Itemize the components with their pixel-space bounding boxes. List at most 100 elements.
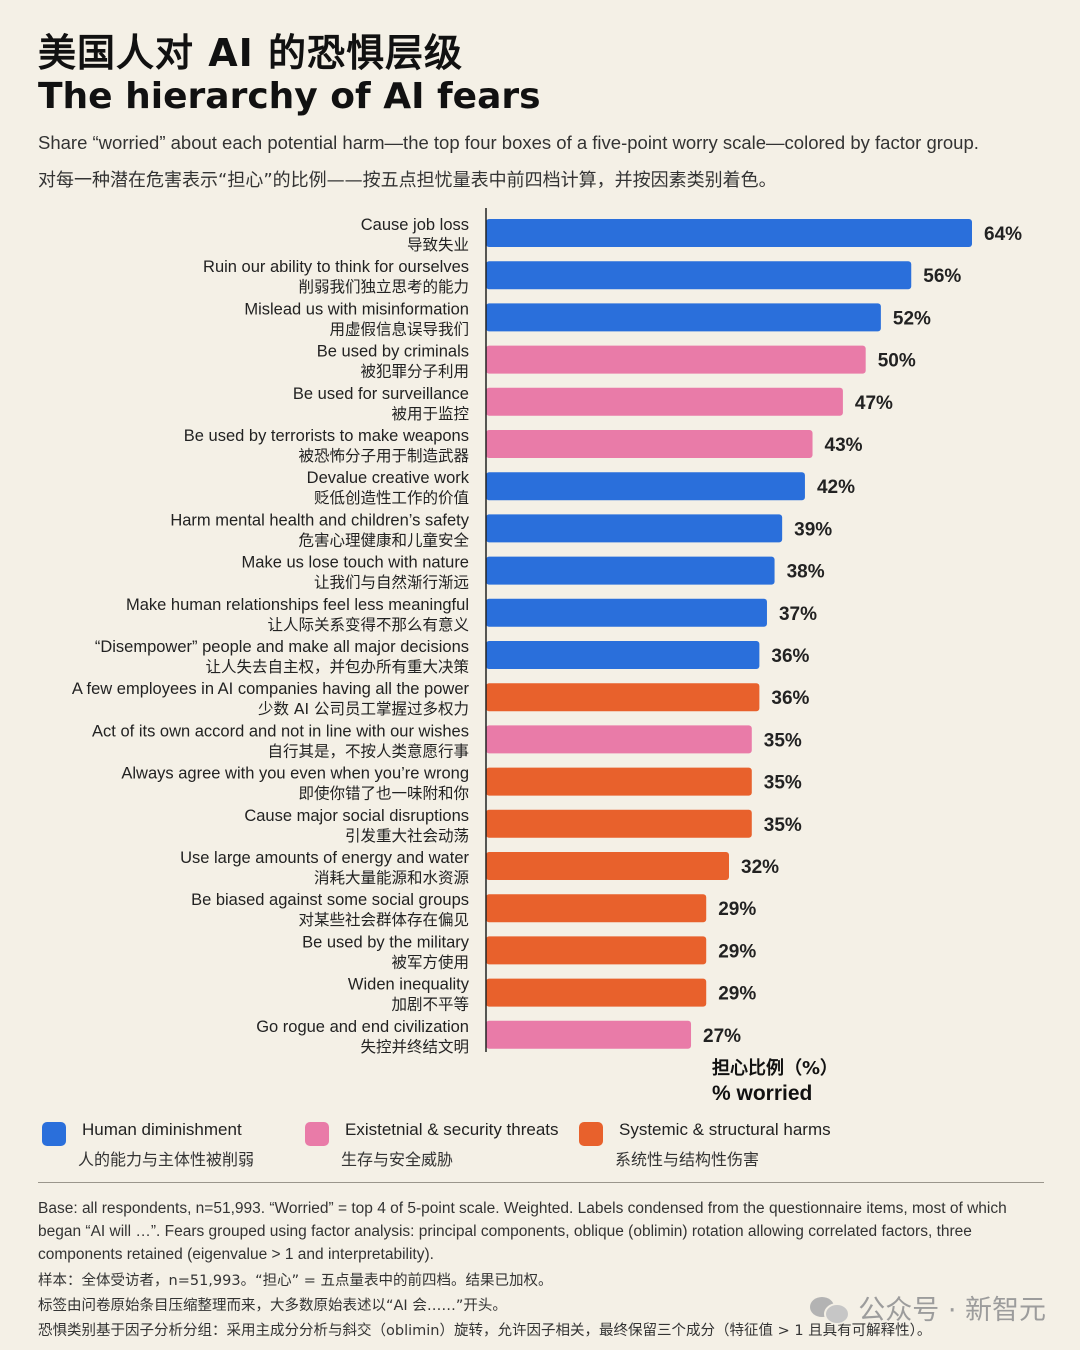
bar-value-label: 35% [764,815,802,836]
category-label-zh: 自行其是，不按人类意愿行事 [267,741,469,760]
category-label-en: Be biased against some social groups [191,891,469,909]
category-label-zh: 被用于监控 [391,405,469,423]
category-label-en: Act of its own accord and not in line wi… [92,722,469,740]
bar-value-label: 36% [771,646,809,667]
bar-value-label: 35% [764,730,802,751]
bar-value-label: 50% [878,351,916,372]
bar-value-label: 52% [893,308,931,329]
watermark-text: 公众号 · 新智元 [858,1295,1046,1326]
category-label-en: Ruin our ability to think for ourselves [203,258,469,276]
chart-subtitle-zh: 对每一种潜在危害表示“担心”的比例——按五点担忧量表中前四档计算，并按因素类别着… [38,170,777,191]
legend-swatch-systemic [579,1122,603,1146]
bar-value-label: 39% [794,519,832,540]
legend-label-en: Systemic & structural harms [619,1120,831,1139]
category-label-en: Be used for surveillance [293,385,469,403]
bar-value-label: 38% [787,562,825,583]
bar-value-label: 29% [718,984,756,1005]
bar [486,767,752,796]
category-label-en: Make human relationships feel less meani… [126,596,469,614]
bar [486,472,805,501]
category-label-en: Always agree with you even when you’re w… [121,765,469,783]
bar [486,683,760,712]
bar-value-label: 36% [771,688,809,709]
bar-value-label: 47% [855,393,893,414]
footnote-zh-line: 样本：全体受访者，n=51,993。“担心” = 五点量表中的前四档。结果已加权… [38,1273,553,1289]
footnote-zh-line: 标签由问卷原始条目压缩整理而来，大多数原始表述以“AI 会……”开头。 [38,1298,507,1314]
bar [486,1020,692,1049]
category-label-en: Mislead us with misinformation [244,300,469,318]
category-label-en: Devalue creative work [307,469,470,487]
legend-label-en: Existetnial & security threats [345,1120,559,1139]
category-label-en: Be used by the military [302,933,470,951]
chart-title-en: The hierarchy of AI fears [38,76,541,117]
category-label-zh: 贬低创造性工作的价值 [314,489,469,507]
category-label-en: Be used by terrorists to make weapons [184,427,469,445]
category-label-zh: 对某些社会群体存在偏见 [298,911,469,929]
bar-value-label: 42% [817,477,855,498]
bar [486,894,707,923]
bar [486,514,783,543]
bar [486,303,881,332]
bar [486,598,767,627]
category-label-zh: 导致失业 [407,236,469,254]
category-label-zh: 引发重大社会动荡 [345,827,469,845]
bar [486,345,866,374]
chart-title-zh: 美国人对 AI 的恐惧层级 [38,31,464,75]
bar [486,978,707,1007]
bar-value-label: 56% [923,266,961,287]
category-label-zh: 让我们与自然渐行渐远 [314,574,469,592]
category-label-zh: 少数 AI 公司员工掌握过多权力 [258,700,469,718]
category-label-en: Cause job loss [361,216,469,234]
category-label-zh: 危害心理健康和儿童安全 [298,530,469,549]
category-label-en: Make us lose touch with nature [242,554,469,572]
footnote-zh-line: 恐惧类别基于因子分析分组：采用主成分分析与斜交（oblimin）旋转，允许因子相… [38,1323,932,1339]
category-label-zh: 被恐怖分子用于制造武器 [298,447,469,465]
bar-value-label: 35% [764,773,802,794]
footer-divider [38,1182,1044,1183]
bar [486,809,752,838]
bar [486,936,707,965]
legend-label-zh: 人的能力与主体性被削弱 [78,1150,255,1169]
bar [486,261,912,290]
category-label-zh: 被犯罪分子利用 [360,363,469,381]
category-label-zh: 用虚假信息误导我们 [329,320,469,338]
category-label-zh: 失控并终结文明 [360,1038,469,1056]
watermark: 公众号 · 新智元 [810,1288,1046,1327]
wechat-icon [810,1293,851,1325]
bar-value-label: 64% [984,224,1022,245]
category-label-zh: 被军方使用 [391,953,469,971]
category-label-en: Go rogue and end civilization [256,1018,469,1036]
category-label-zh: 削弱我们独立思考的能力 [298,278,469,296]
category-label-en: Harm mental health and children’s safety [170,511,469,529]
bar [486,725,752,754]
x-axis-label-zh: 担心比例（%） [712,1057,838,1079]
category-label-en: Use large amounts of energy and water [180,849,469,867]
bar [486,430,813,458]
bar-value-label: 37% [779,604,817,625]
category-label-zh: 加剧不平等 [391,996,469,1014]
bar [486,556,775,585]
category-label-en: A few employees in AI companies having a… [72,680,470,698]
legend-label-en: Human diminishment [82,1120,242,1139]
bar-value-label: 27% [703,1026,741,1047]
category-label-zh: 消耗大量能源和水资源 [314,869,469,887]
category-label-en: Cause major social disruptions [244,807,469,825]
category-label-en: Be used by criminals [317,343,469,361]
category-label-zh: 让人失去自主权，并包办所有重大决策 [205,658,469,676]
bar-value-label: 29% [718,899,756,920]
bar-value-label: 43% [825,435,863,456]
bar-value-label: 32% [741,857,779,878]
bar-chart: 64% Cause job loss 导致失业 56% Ruin our ability… [72,208,1022,1105]
chart-subtitle-en: Share “worried” about each potential har… [38,132,979,153]
bar-value-label: 29% [718,941,756,962]
x-axis-label-en: % worried [712,1082,812,1105]
bar [486,852,729,880]
legend-label-zh: 生存与安全威胁 [341,1150,454,1169]
category-label-en: Widen inequality [348,976,470,994]
legend-swatch-human [42,1122,66,1146]
bar [486,387,843,416]
footnote-en: Base: all respondents, n=51,993. “Worrie… [38,1200,1007,1263]
footnote-zh: 样本：全体受访者，n=51,993。“担心” = 五点量表中的前四档。结果已加权… [38,1269,1048,1344]
category-label-zh: 即使你错了也一味附和你 [298,785,469,803]
legend-swatch-existential [305,1122,329,1146]
